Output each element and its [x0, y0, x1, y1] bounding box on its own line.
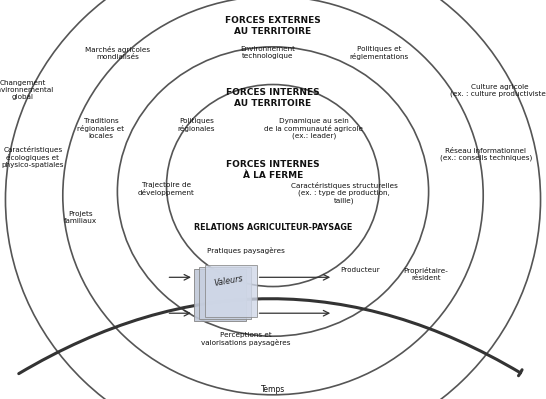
- FancyBboxPatch shape: [194, 269, 246, 321]
- Text: Changement
environnemental
global: Changement environnemental global: [0, 80, 54, 100]
- Text: FORCES INTERNES
À LA FERME: FORCES INTERNES À LA FERME: [226, 160, 320, 180]
- Text: Environnement
technologique: Environnement technologique: [240, 46, 295, 59]
- Text: Trajectoire de
développement: Trajectoire de développement: [138, 182, 195, 196]
- Text: Projets
familiaux: Projets familiaux: [64, 211, 97, 224]
- FancyBboxPatch shape: [205, 265, 257, 317]
- Text: FORCES INTERNES
AU TERRITOIRE: FORCES INTERNES AU TERRITOIRE: [226, 88, 320, 108]
- Text: Pratiques paysagères: Pratiques paysagères: [207, 247, 284, 255]
- Text: Producteur: Producteur: [341, 267, 380, 273]
- Text: FORCES EXTERNES
AU TERRITOIRE: FORCES EXTERNES AU TERRITOIRE: [225, 16, 321, 36]
- Text: Politiques et
réglementations: Politiques et réglementations: [350, 46, 409, 60]
- Text: Caractéristiques structurelles
(ex. : type de production,
taille): Caractéristiques structurelles (ex. : ty…: [290, 182, 397, 203]
- Text: Perceptions et
valorisations paysagères: Perceptions et valorisations paysagères: [201, 332, 290, 346]
- FancyBboxPatch shape: [199, 267, 251, 319]
- Text: Temps: Temps: [261, 385, 285, 394]
- Text: Politiques
régionales: Politiques régionales: [178, 118, 215, 132]
- Text: Traditions
régionales et
locales: Traditions régionales et locales: [78, 118, 124, 139]
- Text: Réseau informationnel
(ex.: conseils techniques): Réseau informationnel (ex.: conseils tec…: [440, 148, 532, 161]
- Text: Marchés agricoles
mondialisés: Marchés agricoles mondialisés: [85, 46, 150, 60]
- Text: Propriétaire-
résident: Propriétaire- résident: [403, 267, 448, 281]
- Text: Caractéristiques
écologiques et
physico-spatiales: Caractéristiques écologiques et physico-…: [2, 146, 64, 168]
- Text: Culture agricole
(ex. : culture productiviste): Culture agricole (ex. : culture producti…: [450, 84, 546, 97]
- Text: Valeurs: Valeurs: [213, 274, 244, 288]
- Text: Dynamique au sein
de la communauté agricole
(ex.: leader): Dynamique au sein de la communauté agric…: [264, 118, 364, 139]
- Text: RELATIONS AGRICULTEUR-PAYSAGE: RELATIONS AGRICULTEUR-PAYSAGE: [194, 223, 352, 233]
